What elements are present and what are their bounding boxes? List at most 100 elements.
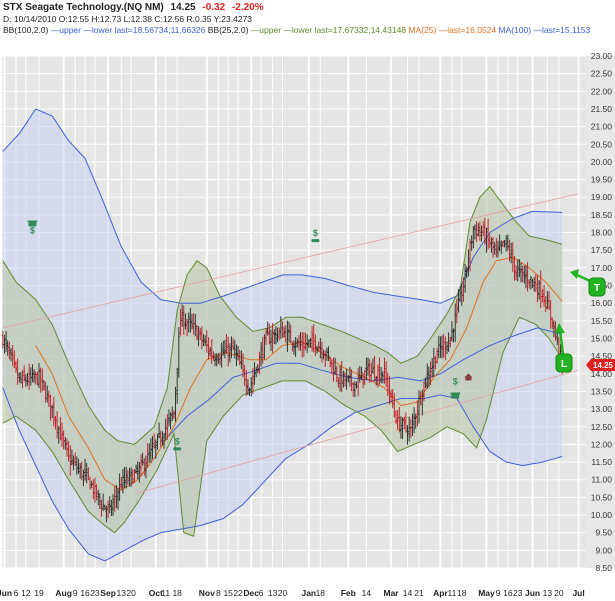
ohlc-bar [445,341,449,355]
ohlc-bar [468,238,472,272]
ohlc-bar [223,339,227,359]
ohlc-bar [284,325,287,343]
x-tick-label: Jul [572,588,584,598]
ohlc-bar [490,237,493,253]
ohlc-bar [16,358,19,385]
ohlc-bar [62,430,65,450]
x-axis: Jun61219Aug91623Sep1320Oct1118Nov81522De… [0,588,585,598]
ohlc-bar [454,303,457,342]
y-axis: 8.50 9.00 9.50 10.00 10.50 11.00 11.50 12.00 12.… [586,51,615,573]
ohlc-bar [167,409,171,427]
ohlc-bar [404,412,408,433]
ma100-swatch: — [533,25,542,35]
ohlc-bar [542,284,546,307]
y-tick-label: 10.50 [591,492,613,502]
ohlc-bar [473,224,477,240]
ohlc-readout: D: 10/14/2010 O:12.55 H:12.73 L:12.38 C:… [3,14,252,24]
ohlc-bar [200,326,204,350]
ohlc-bar [21,369,24,389]
ohlc-bar [9,347,13,362]
badge-value: 14.25 [593,361,614,370]
ma100-label: MA(100) [498,25,532,35]
ohlc-bar [230,336,233,359]
dollar-icon[interactable]: $ [311,228,320,243]
ohlc-bar [14,360,18,373]
ohlc-bar [250,377,253,397]
ohlc-bar [271,323,274,354]
ohlc-bar [103,504,107,511]
ohlc-bar [322,349,325,360]
ohlc-bar [444,336,447,360]
ohlc-bar [149,438,153,463]
ohlc-bar [406,425,409,445]
ohlc-bar [379,366,383,384]
ohlc-bar [411,413,414,436]
ohlc-bar [361,373,365,389]
ohlc-bar [467,249,470,277]
ohlc-bar [87,467,90,481]
dollar-icon[interactable]: $ [173,436,182,451]
ohlc-bar [233,340,236,359]
x-tick-label: 18 [172,588,182,598]
ohlc-bar [208,346,212,357]
ohlc-bar [478,221,482,242]
dollar-phone-icon[interactable]: $ [450,376,461,399]
ohlc-bar [23,365,26,382]
ohlc-bar [213,353,217,367]
bb25-upper-line [2,185,563,445]
l-marker[interactable]: L [555,353,573,373]
ohlc-bar [526,262,529,292]
y-tick-label: 9.00 [595,545,612,555]
y-tick-label: 12.50 [591,422,613,432]
ohlc-bar [307,339,311,348]
ohlc-bar [70,449,74,466]
ohlc-bar [501,240,505,248]
ohlc-bar [399,416,403,439]
phone-dollar-icon[interactable]: $ [27,220,38,235]
ohlc-bar [537,280,541,300]
readout-close: C:12.56 [154,14,185,24]
x-tick-label: 13 [117,588,127,598]
ohlc-bar [312,324,315,353]
ohlc-bar [552,320,556,338]
ohlc-bar [360,366,363,380]
ohlc-bar [546,290,549,310]
ohlc-bar [412,407,416,434]
ohlc-bar [356,367,360,397]
ohlc-bar [294,337,297,357]
bb25-lower-label: lower [291,25,313,35]
ohlc-bar [190,313,194,330]
ohlc-bar [391,388,394,409]
ohlc-bar [52,396,56,427]
ohlc-bar [414,413,417,429]
ohlc-bar [289,324,292,344]
x-tick-label: 6 [14,588,19,598]
x-tick-label: 23 [513,588,523,598]
house-icon[interactable] [464,373,473,381]
y-tick-label: 12.00 [591,439,613,449]
ohlc-bar [470,235,473,251]
ohlc-bar [215,353,218,367]
t-marker[interactable]: T [588,277,606,297]
price-bars [1,217,564,523]
ohlc-bar [195,324,199,341]
ohlc-bar [126,470,130,485]
ohlc-bar [472,225,475,249]
ohlc-bar [506,234,510,251]
ohlc-bar [111,494,115,516]
ohlc-bar [50,404,54,419]
ohlc-bar [297,334,301,351]
x-tick-label: 8 [216,588,221,598]
y-tick-label: 15.00 [591,333,613,343]
ohlc-bar [534,274,538,292]
ohlc-bar [194,313,197,337]
bb100-lower-line [2,387,563,562]
ohlc-bar [519,262,523,283]
ohlc-bar [389,389,393,404]
bb100-last: last=18.56734;11.66326 [114,25,206,35]
ohlc-bar [82,469,85,487]
readout-range: R:0.35 [186,14,212,24]
ohlc-bar [134,464,138,474]
ohlc-bar [177,327,181,378]
